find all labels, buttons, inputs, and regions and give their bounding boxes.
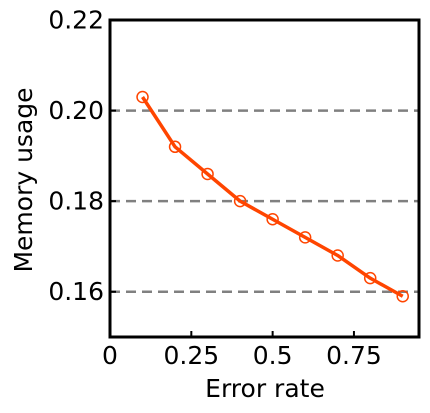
data-point <box>331 249 344 262</box>
tick-marks <box>109 19 355 337</box>
x-tick-label: 0.25 <box>163 341 219 370</box>
x-tick-label: 0 <box>102 341 118 370</box>
grid-lines <box>110 109 419 293</box>
data-point <box>266 213 279 226</box>
data-point <box>298 231 312 244</box>
y-tick-label: 0.22 <box>48 6 104 35</box>
x-tick-labels: 0 0.25 0.5 0.75 <box>102 341 382 370</box>
plot-frame <box>108 18 421 339</box>
y-tick-labels: 0.16 0.18 0.20 0.22 <box>48 6 104 307</box>
data-point <box>168 140 182 154</box>
x-tick-label: 0.75 <box>326 341 382 370</box>
data-point <box>396 289 409 303</box>
data-point <box>363 271 377 285</box>
y-tick-label: 0.20 <box>48 96 104 125</box>
data-point <box>136 90 149 104</box>
y-tick-label: 0.18 <box>48 187 104 216</box>
y-tick-label: 0.16 <box>48 277 104 306</box>
data-point <box>201 167 214 181</box>
series-line <box>141 96 404 298</box>
data-point <box>233 194 247 208</box>
x-axis-label: Error rate <box>205 374 325 403</box>
series-layer <box>136 90 409 303</box>
y-axis-label: Memory usage <box>9 87 38 272</box>
x-tick-label: 0.5 <box>253 341 293 370</box>
